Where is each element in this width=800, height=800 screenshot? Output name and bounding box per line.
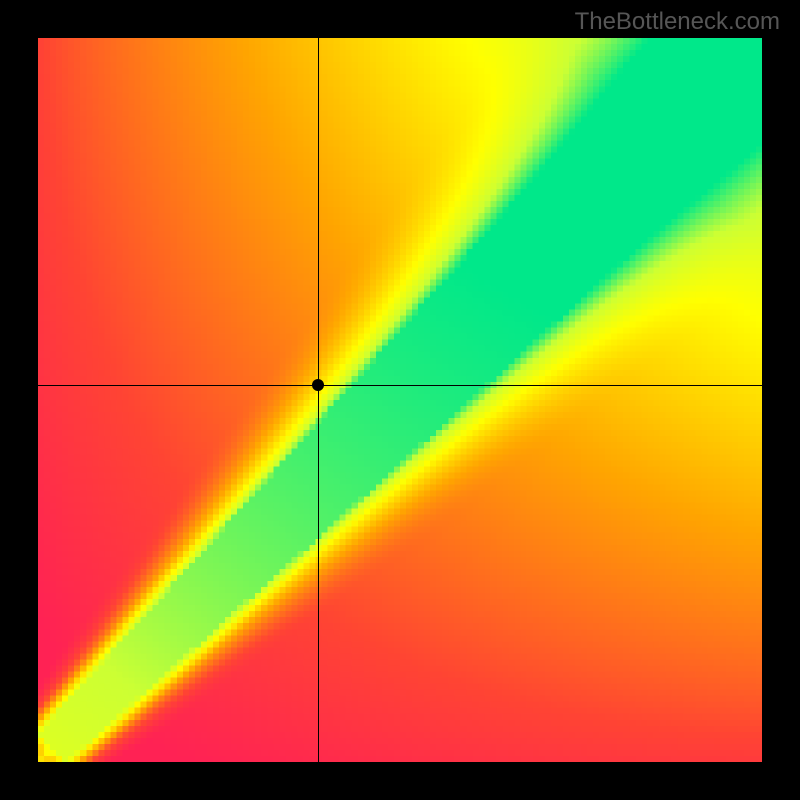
crosshair-horizontal xyxy=(38,385,762,386)
chart-container: TheBottleneck.com xyxy=(0,0,800,800)
crosshair-vertical xyxy=(318,38,319,762)
crosshair-marker xyxy=(312,379,324,391)
heatmap-canvas xyxy=(38,38,762,762)
watermark-text: TheBottleneck.com xyxy=(575,8,780,36)
